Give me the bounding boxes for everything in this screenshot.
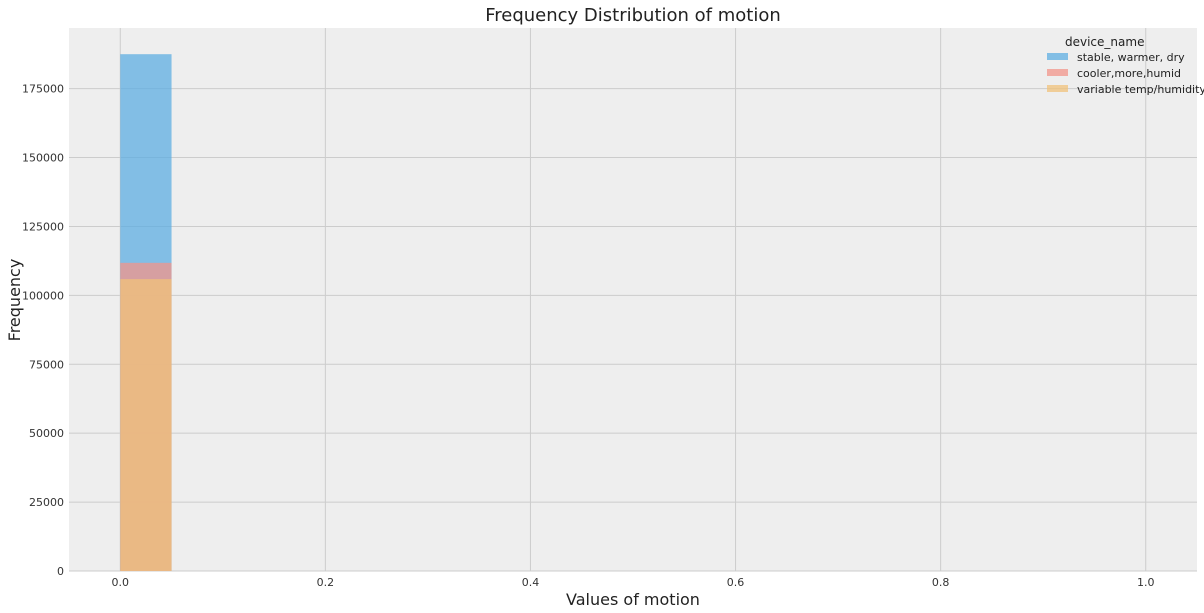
x-tick-labels: 0.0 0.2 0.4 0.6 0.8 1.0: [112, 576, 1155, 589]
x-tick-label: 0.4: [522, 576, 540, 589]
y-tick-label: 175000: [22, 83, 64, 96]
legend-swatch: [1047, 85, 1068, 92]
y-tick-label: 75000: [29, 358, 64, 371]
y-tick-label: 50000: [29, 427, 64, 440]
x-tick-label: 0.0: [112, 576, 130, 589]
legend-swatch: [1047, 69, 1068, 76]
chart-title: Frequency Distribution of motion: [485, 5, 781, 26]
legend-label: cooler,more,humid: [1077, 67, 1181, 80]
y-tick-label: 0: [57, 565, 64, 578]
y-tick-label: 150000: [22, 152, 64, 165]
histogram-bars: [120, 54, 172, 571]
y-tick-label: 100000: [22, 289, 64, 302]
legend-title: device_name: [1065, 35, 1144, 49]
x-tick-label: 0.8: [932, 576, 950, 589]
legend-label: variable temp/humidity: [1077, 83, 1204, 96]
x-tick-label: 0.6: [727, 576, 745, 589]
x-tick-label: 1.0: [1137, 576, 1155, 589]
grid-lines: [69, 28, 1197, 572]
legend-swatch: [1047, 53, 1068, 60]
y-tick-label: 125000: [22, 220, 64, 233]
x-tick-label: 0.2: [317, 576, 335, 589]
y-tick-label: 25000: [29, 496, 64, 509]
y-tick-labels: 0 25000 50000 75000 100000 125000 150000 175000: [22, 83, 64, 578]
histogram-bar: [120, 279, 172, 571]
legend: device_name stable, warmer, dry cooler,mo…: [1047, 35, 1204, 96]
legend-label: stable, warmer, dry: [1077, 51, 1185, 64]
x-axis-title: Values of motion: [566, 590, 700, 609]
plot-background: [69, 28, 1197, 571]
y-axis-title: Frequency: [5, 259, 24, 342]
